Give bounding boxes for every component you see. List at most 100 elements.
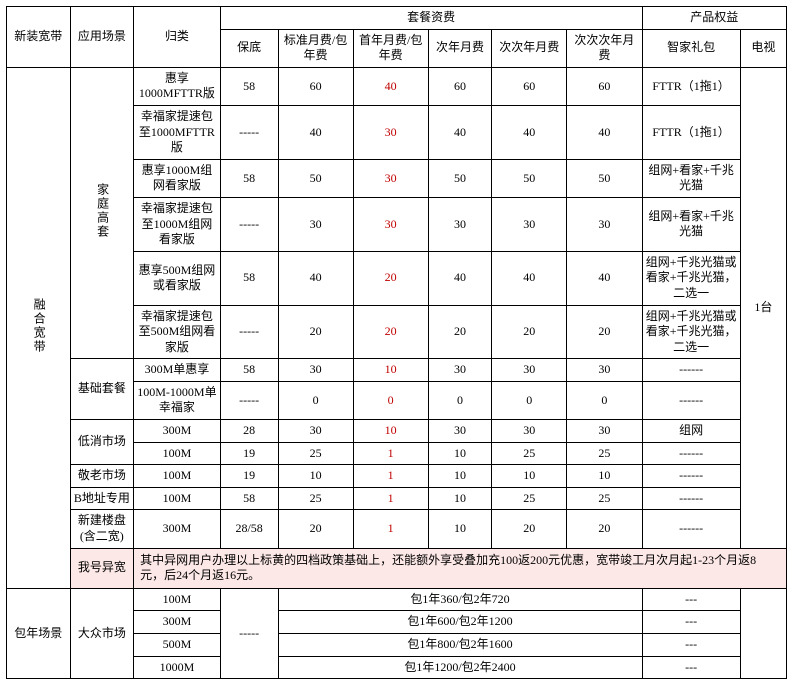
th-cat: 归类 [134, 7, 221, 68]
col1-ronghe: 融合宽带 [7, 67, 71, 588]
cell-tv: 1台 [740, 67, 786, 548]
cell-std: 30 [278, 197, 353, 251]
cell-first: 30 [353, 105, 428, 159]
cell-gift: --- [642, 588, 740, 611]
cell-n3: 30 [567, 420, 642, 443]
cell-gift: 组网+看家+千兆光猫 [642, 159, 740, 197]
cell-baodi: 58 [220, 251, 278, 305]
cell-n1: 50 [428, 159, 492, 197]
cell-n3: 0 [567, 381, 642, 419]
scene-yiwang: 我号异宽 [70, 548, 134, 588]
cell-n3: 40 [567, 251, 642, 305]
cell-cat: 惠享1000MFTTR版 [134, 67, 221, 105]
cell-n3: 30 [567, 359, 642, 382]
cell-cat: 惠享1000M组网看家版 [134, 159, 221, 197]
cell-std: 20 [278, 305, 353, 359]
cell-cat: 100M [134, 465, 221, 488]
cell-n3: 50 [567, 159, 642, 197]
cell-baodi: 58 [220, 487, 278, 510]
scene-dazhong: 大众市场 [70, 588, 134, 678]
cell-cat: 惠享500M组网或看家版 [134, 251, 221, 305]
cell-n1: 10 [428, 487, 492, 510]
th-scene: 应用场景 [70, 7, 134, 68]
cell-n1: 10 [428, 442, 492, 465]
cell-baodi: 28 [220, 420, 278, 443]
cell-gift: 组网+看家+千兆光猫 [642, 197, 740, 251]
cell-pack: 包1年360/包2年720 [278, 588, 642, 611]
cell-baodi: 58 [220, 67, 278, 105]
cell-pack: 包1年600/包2年1200 [278, 611, 642, 634]
th-next3: 次次次年月费 [567, 29, 642, 67]
cell-baodi: ----- [220, 305, 278, 359]
cell-n2: 25 [492, 487, 567, 510]
cell-std: 40 [278, 251, 353, 305]
cell-cat: 100M-1000M单幸福家 [134, 381, 221, 419]
cell-n3: 25 [567, 487, 642, 510]
cell-gift: 组网 [642, 420, 740, 443]
cell-gift: 组网+千兆光猫或看家+千兆光猫，二选一 [642, 305, 740, 359]
cell-cat: 300M [134, 510, 221, 548]
cell-std: 30 [278, 359, 353, 382]
cell-cat: 幸福家提速包至500M组网看家版 [134, 305, 221, 359]
cell-n2: 40 [492, 251, 567, 305]
pricing-table: 新装宽带 应用场景 归类 套餐资费 产品权益 保底 标准月费/包年费 首年月费/… [6, 6, 787, 679]
cell-baodi: ----- [220, 197, 278, 251]
table-row: 敬老市场 100M 19 10 1 10 10 10 ------ [7, 465, 787, 488]
cell-std: 0 [278, 381, 353, 419]
cell-n3: 25 [567, 442, 642, 465]
cell-n2: 25 [492, 442, 567, 465]
cell-n2: 60 [492, 67, 567, 105]
cell-gift: ------ [642, 442, 740, 465]
th-tv: 电视 [740, 29, 786, 67]
note-cell: 其中异网用户办理以上标黄的四档政策基础上，还能额外享受叠加充100返200元优惠… [134, 548, 787, 588]
cell-n1: 0 [428, 381, 492, 419]
th-zhijia: 智家礼包 [642, 29, 740, 67]
cell-cat: 100M [134, 442, 221, 465]
col1-baonian: 包年场景 [7, 588, 71, 678]
cell-baodi: ----- [220, 105, 278, 159]
cell-first: 1 [353, 442, 428, 465]
cell-n2: 20 [492, 510, 567, 548]
cell-gift: FTTR（1拖1） [642, 105, 740, 159]
cell-tv-empty [740, 588, 786, 678]
cell-gift: --- [642, 656, 740, 679]
th-next2: 次次年月费 [492, 29, 567, 67]
cell-n3: 30 [567, 197, 642, 251]
cell-pack: 包1年1200/包2年2400 [278, 656, 642, 679]
th-feegroup: 套餐资费 [220, 7, 642, 30]
cell-gift: ------ [642, 381, 740, 419]
cell-first: 1 [353, 487, 428, 510]
cell-baodi: 19 [220, 465, 278, 488]
cell-gift: FTTR（1拖1） [642, 67, 740, 105]
th-rights: 产品权益 [642, 7, 787, 30]
cell-std: 50 [278, 159, 353, 197]
cell-n3: 60 [567, 67, 642, 105]
cell-n1: 30 [428, 359, 492, 382]
cell-cat: 1000M [134, 656, 221, 679]
cell-gift: ------ [642, 465, 740, 488]
cell-first: 20 [353, 251, 428, 305]
cell-cat: 幸福家提速包至1000MFTTR版 [134, 105, 221, 159]
scene-jinglao: 敬老市场 [70, 465, 134, 488]
cell-baodi: ----- [220, 381, 278, 419]
table-row: 低消市场 300M 28 30 10 30 30 30 组网 [7, 420, 787, 443]
th-baodi: 保底 [220, 29, 278, 67]
cell-cat: 100M [134, 588, 221, 611]
note-row: 我号异宽 其中异网用户办理以上标黄的四档政策基础上，还能额外享受叠加充100返2… [7, 548, 787, 588]
cell-pack: 包1年800/包2年1600 [278, 634, 642, 657]
cell-gift: ------ [642, 510, 740, 548]
cell-n2: 30 [492, 359, 567, 382]
cell-gift: 组网+千兆光猫或看家+千兆光猫，二选一 [642, 251, 740, 305]
cell-cat: 100M [134, 487, 221, 510]
cell-n2: 30 [492, 197, 567, 251]
cell-n1: 20 [428, 305, 492, 359]
cell-n3: 20 [567, 305, 642, 359]
cell-n1: 40 [428, 105, 492, 159]
cell-n2: 30 [492, 420, 567, 443]
scene-basic: 基础套餐 [70, 359, 134, 420]
cell-gift: ------ [642, 487, 740, 510]
cell-std: 40 [278, 105, 353, 159]
cell-cat: 幸福家提速包至1000M组网看家版 [134, 197, 221, 251]
cell-first: 0 [353, 381, 428, 419]
th-next: 次年月费 [428, 29, 492, 67]
